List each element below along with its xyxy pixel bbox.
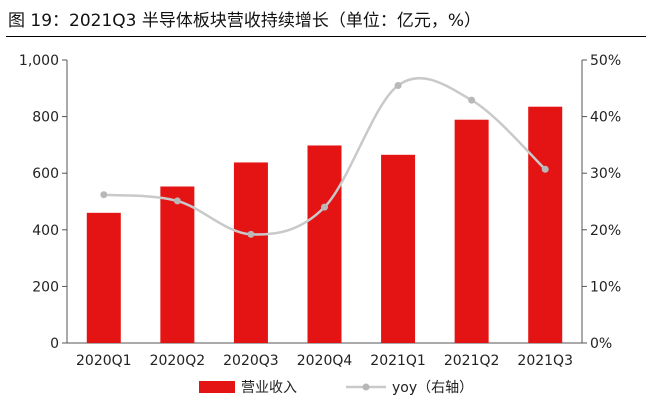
right-tick-label: 10% — [590, 279, 621, 295]
yoy-point — [173, 197, 181, 205]
x-tick-label: 2021Q1 — [370, 353, 426, 369]
left-tick-label: 400 — [32, 223, 59, 239]
x-tick-label: 2020Q1 — [76, 353, 132, 369]
yoy-point — [247, 230, 255, 238]
left-tick-label: 200 — [32, 279, 59, 295]
chart-legend: 营业收入 yoy（右轴） — [199, 380, 473, 396]
legend-swatch-yoy-point — [362, 383, 370, 391]
revenue-bar — [528, 106, 563, 343]
left-tick-label: 600 — [32, 166, 59, 182]
right-axis-ticks: 0% 10% 20% 30% 40% 50% — [582, 53, 621, 352]
right-tick-label: 50% — [590, 53, 621, 69]
revenue-bar — [86, 212, 121, 343]
revenue-bar — [160, 186, 195, 343]
left-tick-label: 1,000 — [19, 53, 59, 69]
revenue-bar — [454, 119, 489, 343]
revenue-bar — [381, 154, 416, 343]
yoy-line-series — [100, 76, 549, 238]
x-tick-label: 2020Q3 — [223, 353, 279, 369]
x-tick-label: 2020Q4 — [297, 353, 353, 369]
legend-label-yoy: yoy（右轴） — [392, 380, 473, 396]
figure-title: 图 19：2021Q3 半导体板块营收持续增长（单位：亿元，%） — [8, 11, 482, 31]
yoy-point — [541, 165, 549, 173]
x-axis-ticks: 2020Q1 2020Q2 2020Q3 2020Q4 2021Q1 2021Q2 2021… — [76, 353, 573, 369]
right-tick-label: 30% — [590, 166, 621, 182]
legend-swatch-revenue — [199, 381, 235, 393]
left-tick-label: 800 — [32, 110, 59, 126]
right-tick-label: 20% — [590, 223, 621, 239]
right-tick-label: 0% — [590, 336, 612, 352]
x-tick-label: 2020Q2 — [150, 353, 206, 369]
title-rule — [6, 36, 646, 37]
yoy-point — [321, 203, 328, 211]
yoy-point — [394, 81, 402, 89]
yoy-point — [468, 96, 476, 104]
bar-series — [86, 106, 563, 343]
x-tick-label: 2021Q3 — [517, 353, 573, 369]
revenue-bar — [233, 162, 268, 343]
revenue-bar — [307, 145, 342, 343]
yoy-point — [100, 191, 108, 199]
right-tick-label: 40% — [590, 110, 621, 126]
left-tick-label: 0 — [50, 336, 59, 352]
x-tick-label: 2021Q2 — [444, 353, 500, 369]
left-axis-ticks: 0 200 400 600 800 1,000 — [19, 53, 67, 352]
legend-label-revenue: 营业收入 — [241, 380, 297, 396]
